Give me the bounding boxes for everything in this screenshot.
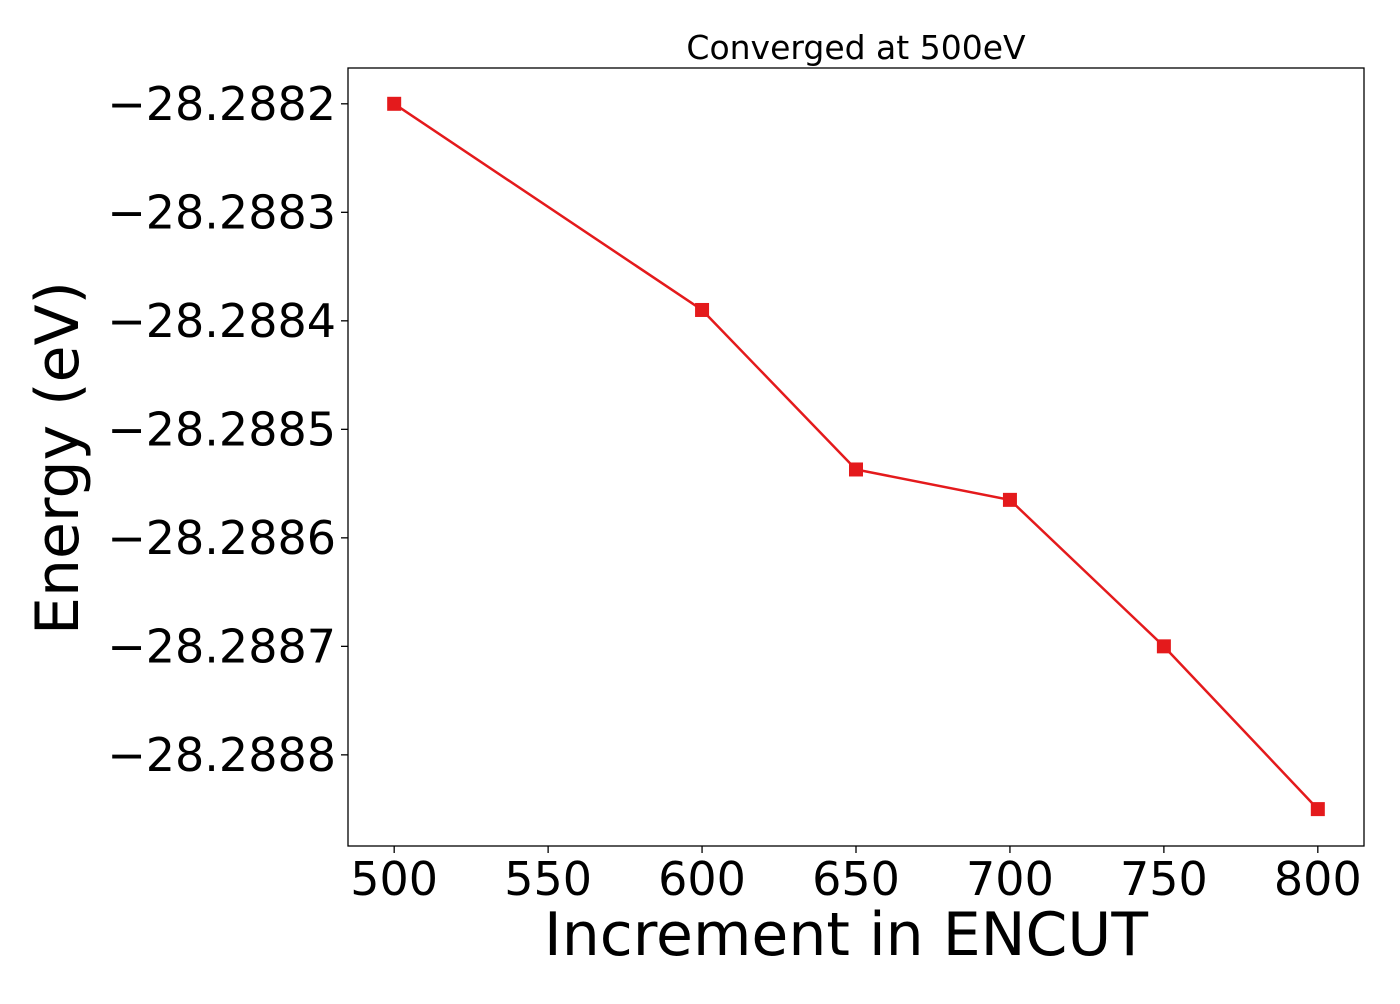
x-axis-label: Increment in ENCUT <box>544 900 1148 970</box>
y-tick-label: −28.2885 <box>107 402 336 456</box>
x-tick-label: 650 <box>812 852 900 906</box>
data-point-marker <box>1002 492 1017 507</box>
y-tick-label: −28.2886 <box>107 511 336 565</box>
y-axis-label: Energy (eV) <box>23 281 93 635</box>
chart-title: Converged at 500eV <box>686 28 1026 67</box>
y-tick-label: −28.2884 <box>107 294 336 348</box>
x-tick-label: 550 <box>504 852 592 906</box>
y-tick-label: −28.2883 <box>107 185 336 239</box>
y-tick-label: −28.2887 <box>107 619 336 673</box>
plot-frame <box>347 67 1365 847</box>
data-point-marker <box>695 302 710 317</box>
x-tick-label: 750 <box>1120 852 1208 906</box>
x-tick-label: 600 <box>658 852 746 906</box>
data-point-marker <box>387 96 402 111</box>
x-tick-label: 500 <box>350 852 438 906</box>
series-line <box>393 102 1319 810</box>
y-tick-label: −28.2882 <box>107 77 336 131</box>
y-tick-label: −28.2888 <box>107 728 336 782</box>
x-tick-label: 800 <box>1274 852 1362 906</box>
plot-area: 500 550 600 650 700 750 800 −28.2882 −28.2883 −28… <box>107 67 1365 906</box>
data-point-marker <box>1310 802 1325 817</box>
data-point-marker <box>849 462 863 477</box>
data-point-marker <box>1156 639 1171 654</box>
x-tick-label: 700 <box>966 852 1054 906</box>
